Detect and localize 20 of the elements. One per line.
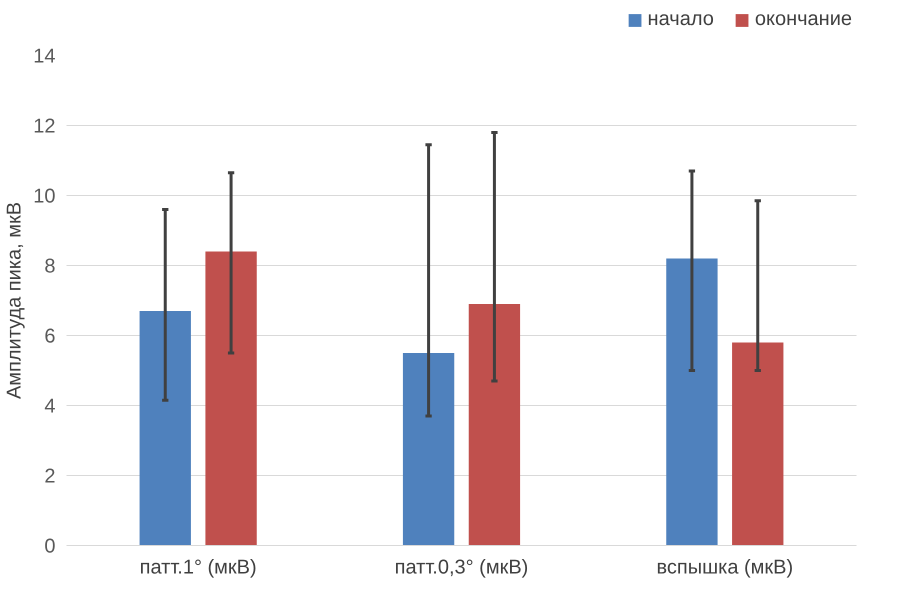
y-tick-label: 14 [33,46,56,68]
legend-label: окончание [754,8,852,31]
y-tick-label: 10 [33,186,56,208]
y-tick-label: 2 [44,466,56,488]
x-tick-label: вспышка (мкВ) [656,556,794,578]
bar [205,252,257,546]
x-tick-label: патт.0,3° (мкВ) [394,556,528,578]
y-tick-label: 12 [33,116,56,138]
bar [402,353,454,546]
y-tick-label: 4 [44,396,56,418]
bar [666,258,718,546]
bar [732,342,784,546]
legend-label: начало [648,8,714,31]
y-tick-label: 0 [44,536,56,558]
y-tick-label: 6 [44,326,56,348]
y-tick-label: 8 [44,256,56,278]
y-axis-title: Амплитуда пика, мкВ [3,202,26,400]
bar [468,304,520,546]
bar [140,311,191,546]
x-tick-label: патт.1° (мкВ) [140,556,257,578]
